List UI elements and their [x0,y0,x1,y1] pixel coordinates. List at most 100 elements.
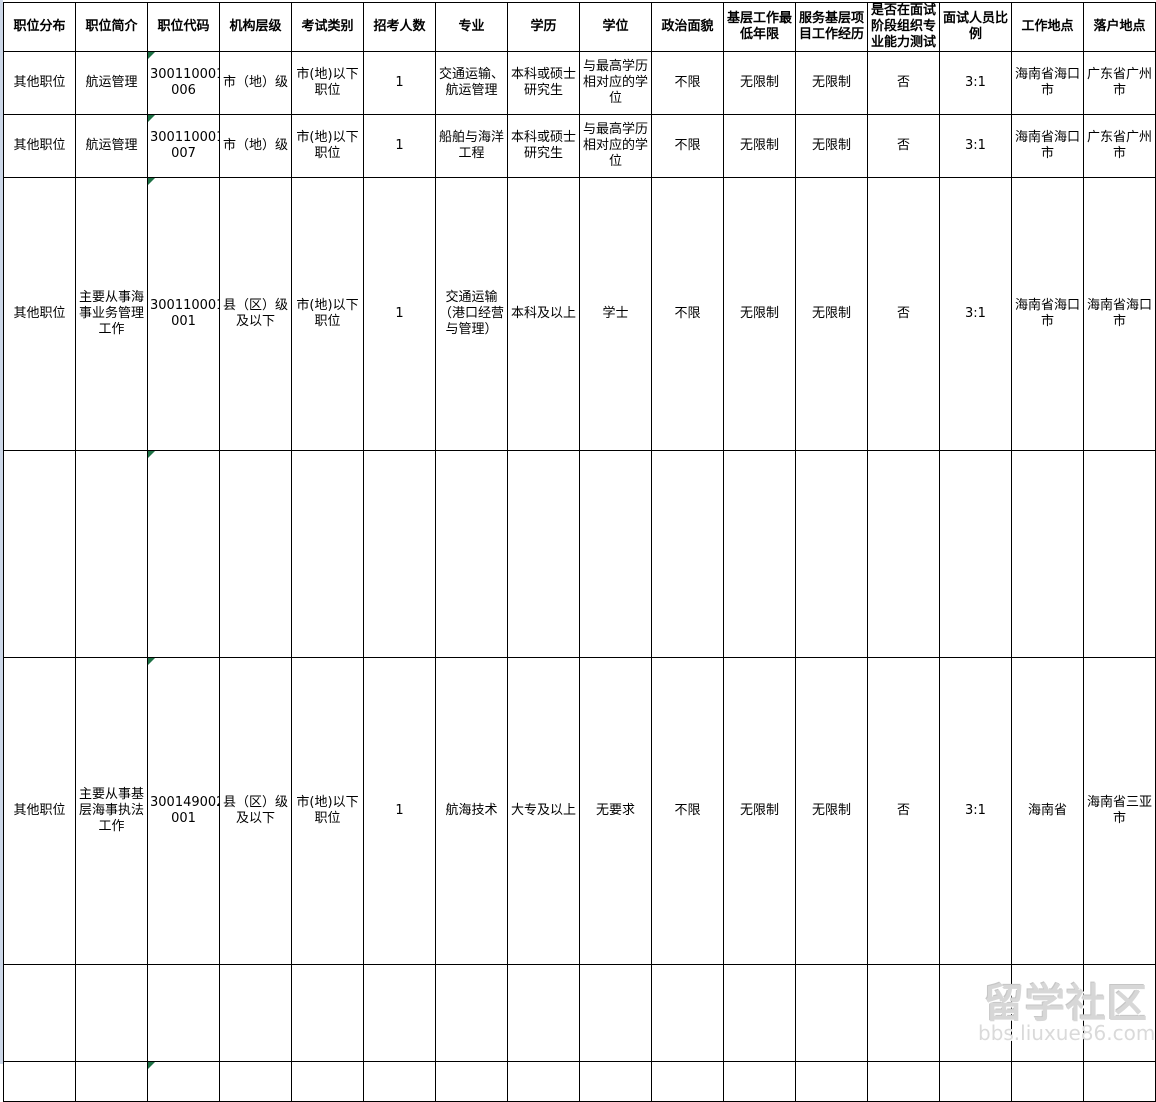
table-cell[interactable]: 无限制 [723,51,796,115]
column-header-settle-location[interactable]: 落户地点 [1083,2,1156,52]
table-cell[interactable]: 航运管理 [75,51,148,115]
table-cell[interactable] [507,450,580,658]
table-cell-position-code[interactable] [147,450,220,658]
table-cell[interactable]: 市(地)以下 职位 [291,114,364,178]
table-cell[interactable]: 否 [867,657,940,965]
table-cell[interactable] [363,450,436,658]
table-cell[interactable]: 学士 [579,177,652,451]
table-cell[interactable]: 无要求 [579,657,652,965]
column-header-political-status[interactable]: 政治面貌 [651,2,724,52]
table-cell[interactable] [219,1061,292,1102]
table-cell[interactable]: 市（地）级 [219,51,292,115]
table-cell[interactable]: 海南省海口 市 [1011,51,1084,115]
table-cell[interactable]: 3:1 [939,114,1012,178]
table-cell[interactable]: 广东省广州 市 [1083,51,1156,115]
table-cell[interactable]: 无限制 [723,177,796,451]
table-cell[interactable]: 无限制 [795,177,868,451]
table-cell[interactable] [723,1061,796,1102]
table-cell[interactable]: 船舶与海洋 工程 [435,114,508,178]
table-cell[interactable]: 不限 [651,657,724,965]
table-cell[interactable]: 本科及以上 [507,177,580,451]
table-cell[interactable] [1083,1061,1156,1102]
table-cell[interactable] [1011,450,1084,658]
table-cell[interactable]: 海南省海口 市 [1011,177,1084,451]
table-cell[interactable]: 交通运输 （港口经营 与管理） [435,177,508,451]
table-cell[interactable] [651,1061,724,1102]
table-cell[interactable] [1011,1061,1084,1102]
column-header-position-brief[interactable]: 职位简介 [75,2,148,52]
table-cell[interactable]: 海南省 [1011,657,1084,965]
table-cell[interactable]: 广东省广州 市 [1083,114,1156,178]
column-header-grassroots-years[interactable]: 基层工作最 低年限 [723,2,796,52]
table-cell[interactable]: 1 [363,114,436,178]
table-cell[interactable] [291,964,364,1062]
table-cell[interactable]: 市(地)以下 职位 [291,657,364,965]
table-cell[interactable]: 1 [363,657,436,965]
table-cell[interactable] [579,1061,652,1102]
table-cell[interactable] [1083,450,1156,658]
table-cell[interactable] [435,450,508,658]
table-cell[interactable]: 无限制 [795,114,868,178]
table-cell-position-code[interactable]: 300149002 001 [147,657,220,965]
table-cell-position-code[interactable]: 300110001 001 [147,177,220,451]
table-cell[interactable]: 市(地)以下 职位 [291,51,364,115]
table-cell[interactable] [939,1061,1012,1102]
table-cell-position-code[interactable]: 300110001 006 [147,51,220,115]
table-cell[interactable]: 市(地)以下 职位 [291,177,364,451]
table-cell[interactable] [363,1061,436,1102]
table-cell[interactable] [3,964,76,1062]
table-cell[interactable] [435,964,508,1062]
table-cell[interactable]: 无限制 [723,657,796,965]
table-cell[interactable] [795,1061,868,1102]
table-cell[interactable] [867,964,940,1062]
table-cell[interactable] [723,450,796,658]
table-cell[interactable] [75,964,148,1062]
table-cell[interactable] [795,450,868,658]
column-header-recruit-count[interactable]: 招考人数 [363,2,436,52]
table-cell[interactable]: 大专及以上 [507,657,580,965]
table-cell[interactable] [291,1061,364,1102]
table-cell[interactable]: 否 [867,51,940,115]
table-cell[interactable]: 海南省海口 市 [1011,114,1084,178]
table-cell[interactable] [507,1061,580,1102]
table-cell[interactable]: 航运管理 [75,114,148,178]
table-cell[interactable]: 其他职位 [3,114,76,178]
table-cell-position-code[interactable] [147,964,220,1062]
table-cell[interactable]: 与最高学历 相对应的学 位 [579,114,652,178]
table-cell[interactable]: 无限制 [723,114,796,178]
table-cell[interactable]: 海南省三亚 市 [1083,657,1156,965]
table-cell[interactable] [867,450,940,658]
table-cell[interactable] [507,964,580,1062]
column-header-major[interactable]: 专业 [435,2,508,52]
table-cell[interactable]: 3:1 [939,177,1012,451]
column-header-org-level[interactable]: 机构层级 [219,2,292,52]
table-cell[interactable] [939,450,1012,658]
table-cell[interactable] [939,964,1012,1062]
table-cell[interactable] [723,964,796,1062]
table-cell[interactable]: 不限 [651,114,724,178]
column-header-service-project-exp[interactable]: 服务基层项 目工作经历 [795,2,868,52]
table-cell[interactable] [867,1061,940,1102]
table-cell[interactable]: 3:1 [939,51,1012,115]
column-header-position-code[interactable]: 职位代码 [147,2,220,52]
table-cell[interactable] [3,1061,76,1102]
table-cell[interactable] [1011,964,1084,1062]
table-cell[interactable]: 交通运输、 航运管理 [435,51,508,115]
table-cell[interactable]: 主要从事基 层海事执法 工作 [75,657,148,965]
table-cell[interactable]: 与最高学历 相对应的学 位 [579,51,652,115]
table-cell[interactable]: 本科或硕士 研究生 [507,114,580,178]
table-cell[interactable]: 否 [867,114,940,178]
table-cell[interactable]: 无限制 [795,51,868,115]
column-header-ability-test[interactable]: 是否在面试 阶段组织专 业能力测试 [867,2,940,52]
column-header-exam-category[interactable]: 考试类别 [291,2,364,52]
table-cell[interactable] [363,964,436,1062]
table-cell[interactable]: 县（区）级 及以下 [219,177,292,451]
column-header-position-distribution[interactable]: 职位分布 [3,2,76,52]
table-cell[interactable]: 无限制 [795,657,868,965]
table-cell[interactable] [579,450,652,658]
table-cell[interactable] [579,964,652,1062]
table-cell[interactable] [219,964,292,1062]
table-cell[interactable]: 不限 [651,51,724,115]
table-cell[interactable]: 其他职位 [3,51,76,115]
table-cell[interactable]: 航海技术 [435,657,508,965]
